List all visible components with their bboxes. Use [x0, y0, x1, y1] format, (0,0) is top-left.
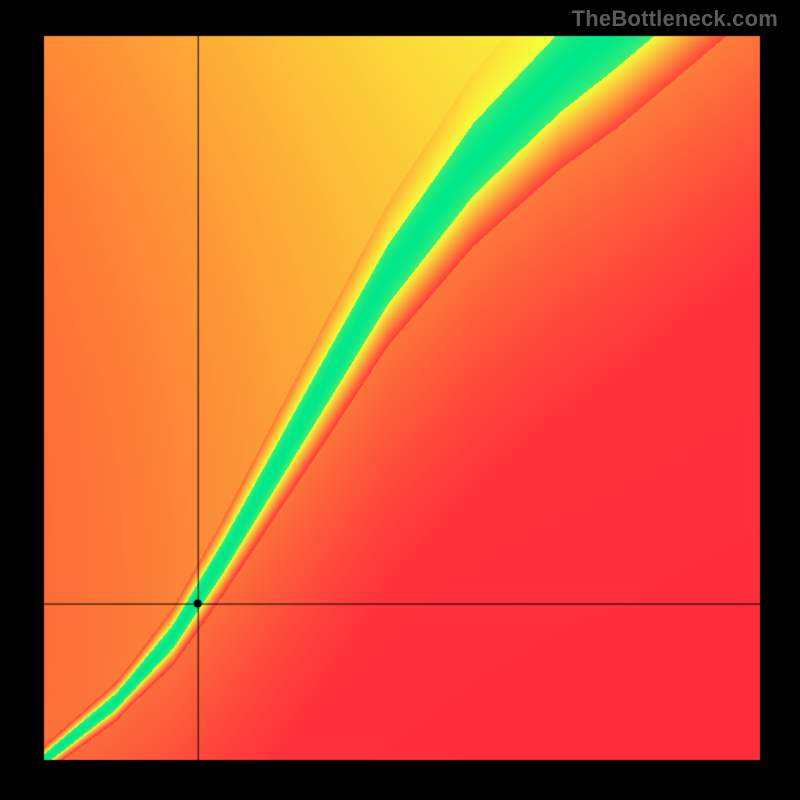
watermark-label: TheBottleneck.com	[572, 6, 778, 32]
heatmap-canvas	[0, 0, 800, 800]
chart-container: TheBottleneck.com	[0, 0, 800, 800]
